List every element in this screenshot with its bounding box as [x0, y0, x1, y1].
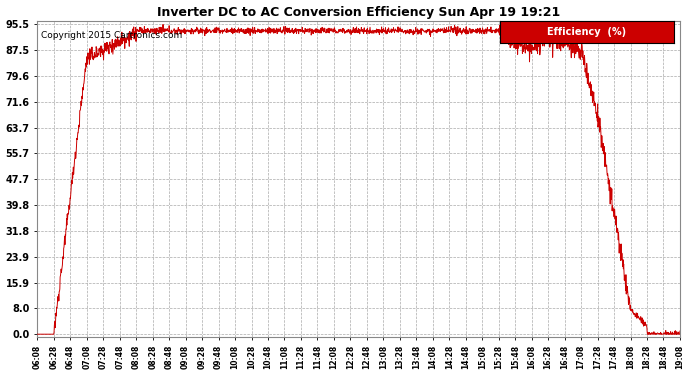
Text: Copyright 2015 Cartronics.com: Copyright 2015 Cartronics.com: [41, 31, 181, 40]
Title: Inverter DC to AC Conversion Efficiency Sun Apr 19 19:21: Inverter DC to AC Conversion Efficiency …: [157, 6, 560, 18]
